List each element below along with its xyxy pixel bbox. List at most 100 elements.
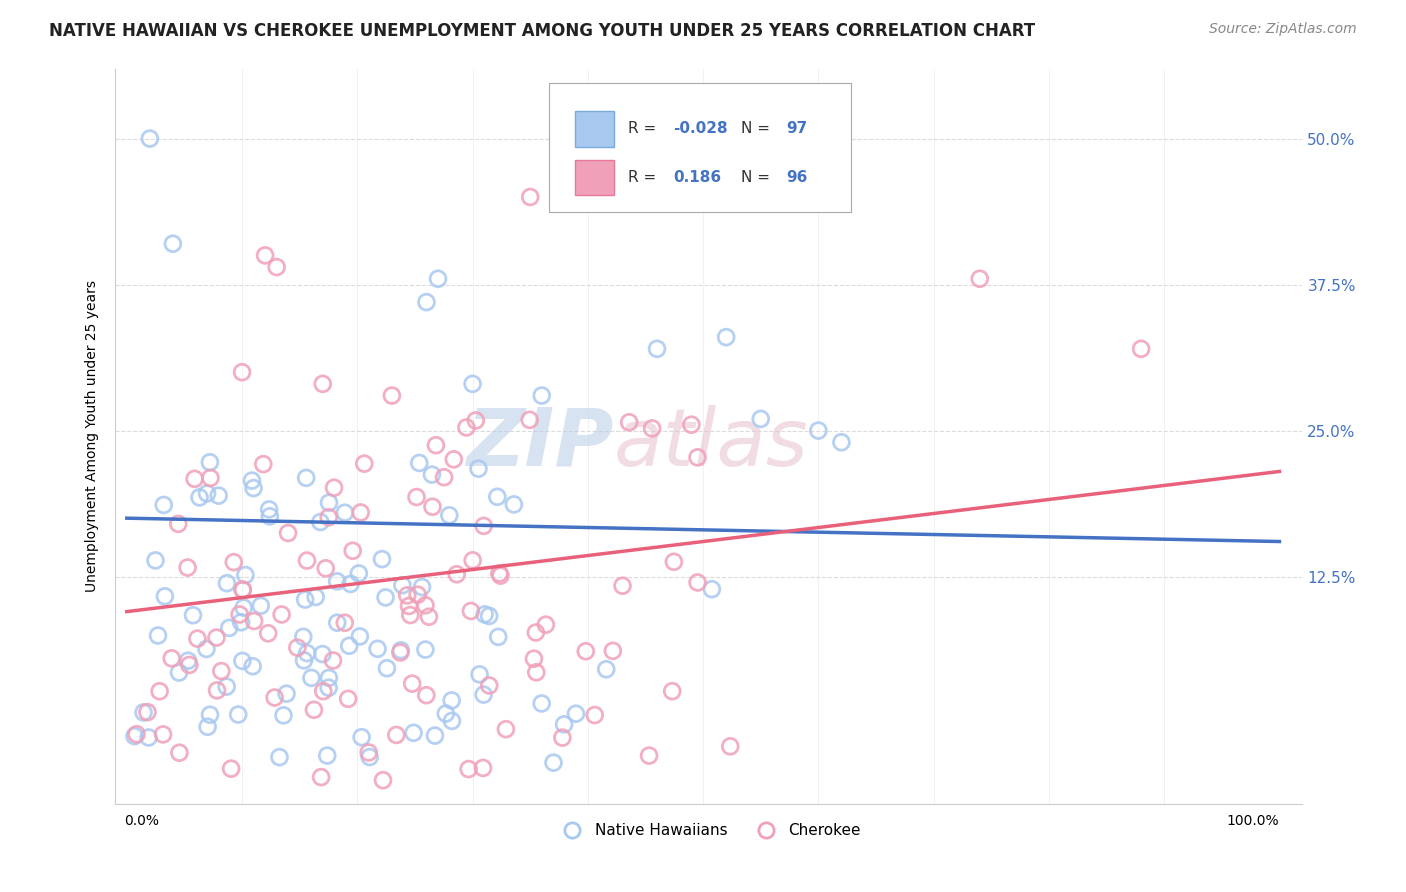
Point xyxy=(231,654,253,668)
Point xyxy=(472,519,495,533)
Text: R =: R = xyxy=(628,169,666,185)
Point xyxy=(231,365,253,379)
Point xyxy=(374,591,396,605)
FancyBboxPatch shape xyxy=(548,83,852,212)
Point xyxy=(257,626,280,640)
Point xyxy=(347,566,370,581)
Point xyxy=(198,455,221,469)
Point xyxy=(252,457,274,471)
Point xyxy=(312,376,335,391)
Point xyxy=(309,515,332,529)
Point xyxy=(240,474,263,488)
Text: NATIVE HAWAIIAN VS CHEROKEE UNEMPLOYMENT AMONG YOUTH UNDER 25 YEARS CORRELATION : NATIVE HAWAIIAN VS CHEROKEE UNEMPLOYMENT… xyxy=(49,22,1035,40)
Point xyxy=(472,688,495,702)
Point xyxy=(461,376,484,391)
Point xyxy=(152,727,174,741)
Point xyxy=(318,671,340,685)
Point xyxy=(415,688,437,702)
Point xyxy=(195,642,218,657)
Point xyxy=(415,295,437,310)
Point xyxy=(371,773,394,788)
Point xyxy=(405,490,427,504)
Point xyxy=(434,706,457,721)
Text: R =: R = xyxy=(628,121,661,136)
Point xyxy=(399,608,422,623)
Point xyxy=(519,190,541,204)
Point xyxy=(519,413,541,427)
Point xyxy=(337,691,360,706)
Point xyxy=(381,388,404,402)
Point xyxy=(700,582,723,597)
Point xyxy=(263,690,285,705)
Point xyxy=(339,577,361,591)
Point xyxy=(215,576,238,591)
Point xyxy=(502,498,524,512)
Point xyxy=(295,646,318,660)
Point xyxy=(420,467,443,482)
Y-axis label: Unemployment Among Youth under 25 years: Unemployment Among Youth under 25 years xyxy=(86,280,100,592)
Point xyxy=(176,560,198,574)
Point xyxy=(294,592,316,607)
Point xyxy=(686,450,709,465)
Point xyxy=(232,582,254,597)
Text: ZIP: ZIP xyxy=(467,405,614,483)
Point xyxy=(440,714,463,728)
Point xyxy=(136,705,159,719)
Point xyxy=(188,491,211,505)
Point xyxy=(322,653,344,667)
Point xyxy=(391,578,413,592)
FancyBboxPatch shape xyxy=(575,160,614,195)
Point xyxy=(139,131,162,145)
Point xyxy=(359,750,381,764)
Point xyxy=(132,706,155,720)
Point xyxy=(259,509,281,524)
Point xyxy=(389,645,412,659)
Point xyxy=(146,628,169,642)
Point xyxy=(418,609,440,624)
Text: N =: N = xyxy=(741,169,775,185)
Point xyxy=(257,502,280,516)
Point xyxy=(235,568,257,582)
Point xyxy=(249,599,271,613)
Point xyxy=(350,506,373,520)
Point xyxy=(371,552,394,566)
Point xyxy=(427,271,450,285)
Point xyxy=(401,676,423,690)
Point xyxy=(333,506,356,520)
Text: Source: ZipAtlas.com: Source: ZipAtlas.com xyxy=(1209,22,1357,37)
Point xyxy=(232,600,254,615)
Point xyxy=(645,342,668,356)
Point xyxy=(415,642,437,657)
Point xyxy=(337,639,360,653)
Point xyxy=(534,617,557,632)
Point xyxy=(460,604,482,618)
Point xyxy=(749,412,772,426)
Point xyxy=(195,486,218,500)
Point xyxy=(270,607,292,622)
Point xyxy=(367,641,389,656)
Point xyxy=(681,417,703,432)
Point xyxy=(595,662,617,676)
Point xyxy=(349,629,371,643)
Text: N =: N = xyxy=(741,121,775,136)
Point xyxy=(200,471,222,485)
Point xyxy=(215,680,238,694)
Point xyxy=(226,707,249,722)
Point xyxy=(612,579,634,593)
Point xyxy=(197,720,219,734)
Point xyxy=(415,599,437,613)
Point xyxy=(456,420,478,434)
Point xyxy=(309,770,332,784)
Point xyxy=(408,456,430,470)
Point xyxy=(145,553,167,567)
Point xyxy=(830,435,852,450)
Point xyxy=(553,717,575,731)
Point xyxy=(686,575,709,590)
Point xyxy=(276,687,298,701)
Point xyxy=(433,470,456,484)
Point xyxy=(205,631,228,645)
Point xyxy=(389,643,412,657)
Point xyxy=(277,526,299,541)
Point xyxy=(464,413,486,427)
Point xyxy=(181,608,204,623)
